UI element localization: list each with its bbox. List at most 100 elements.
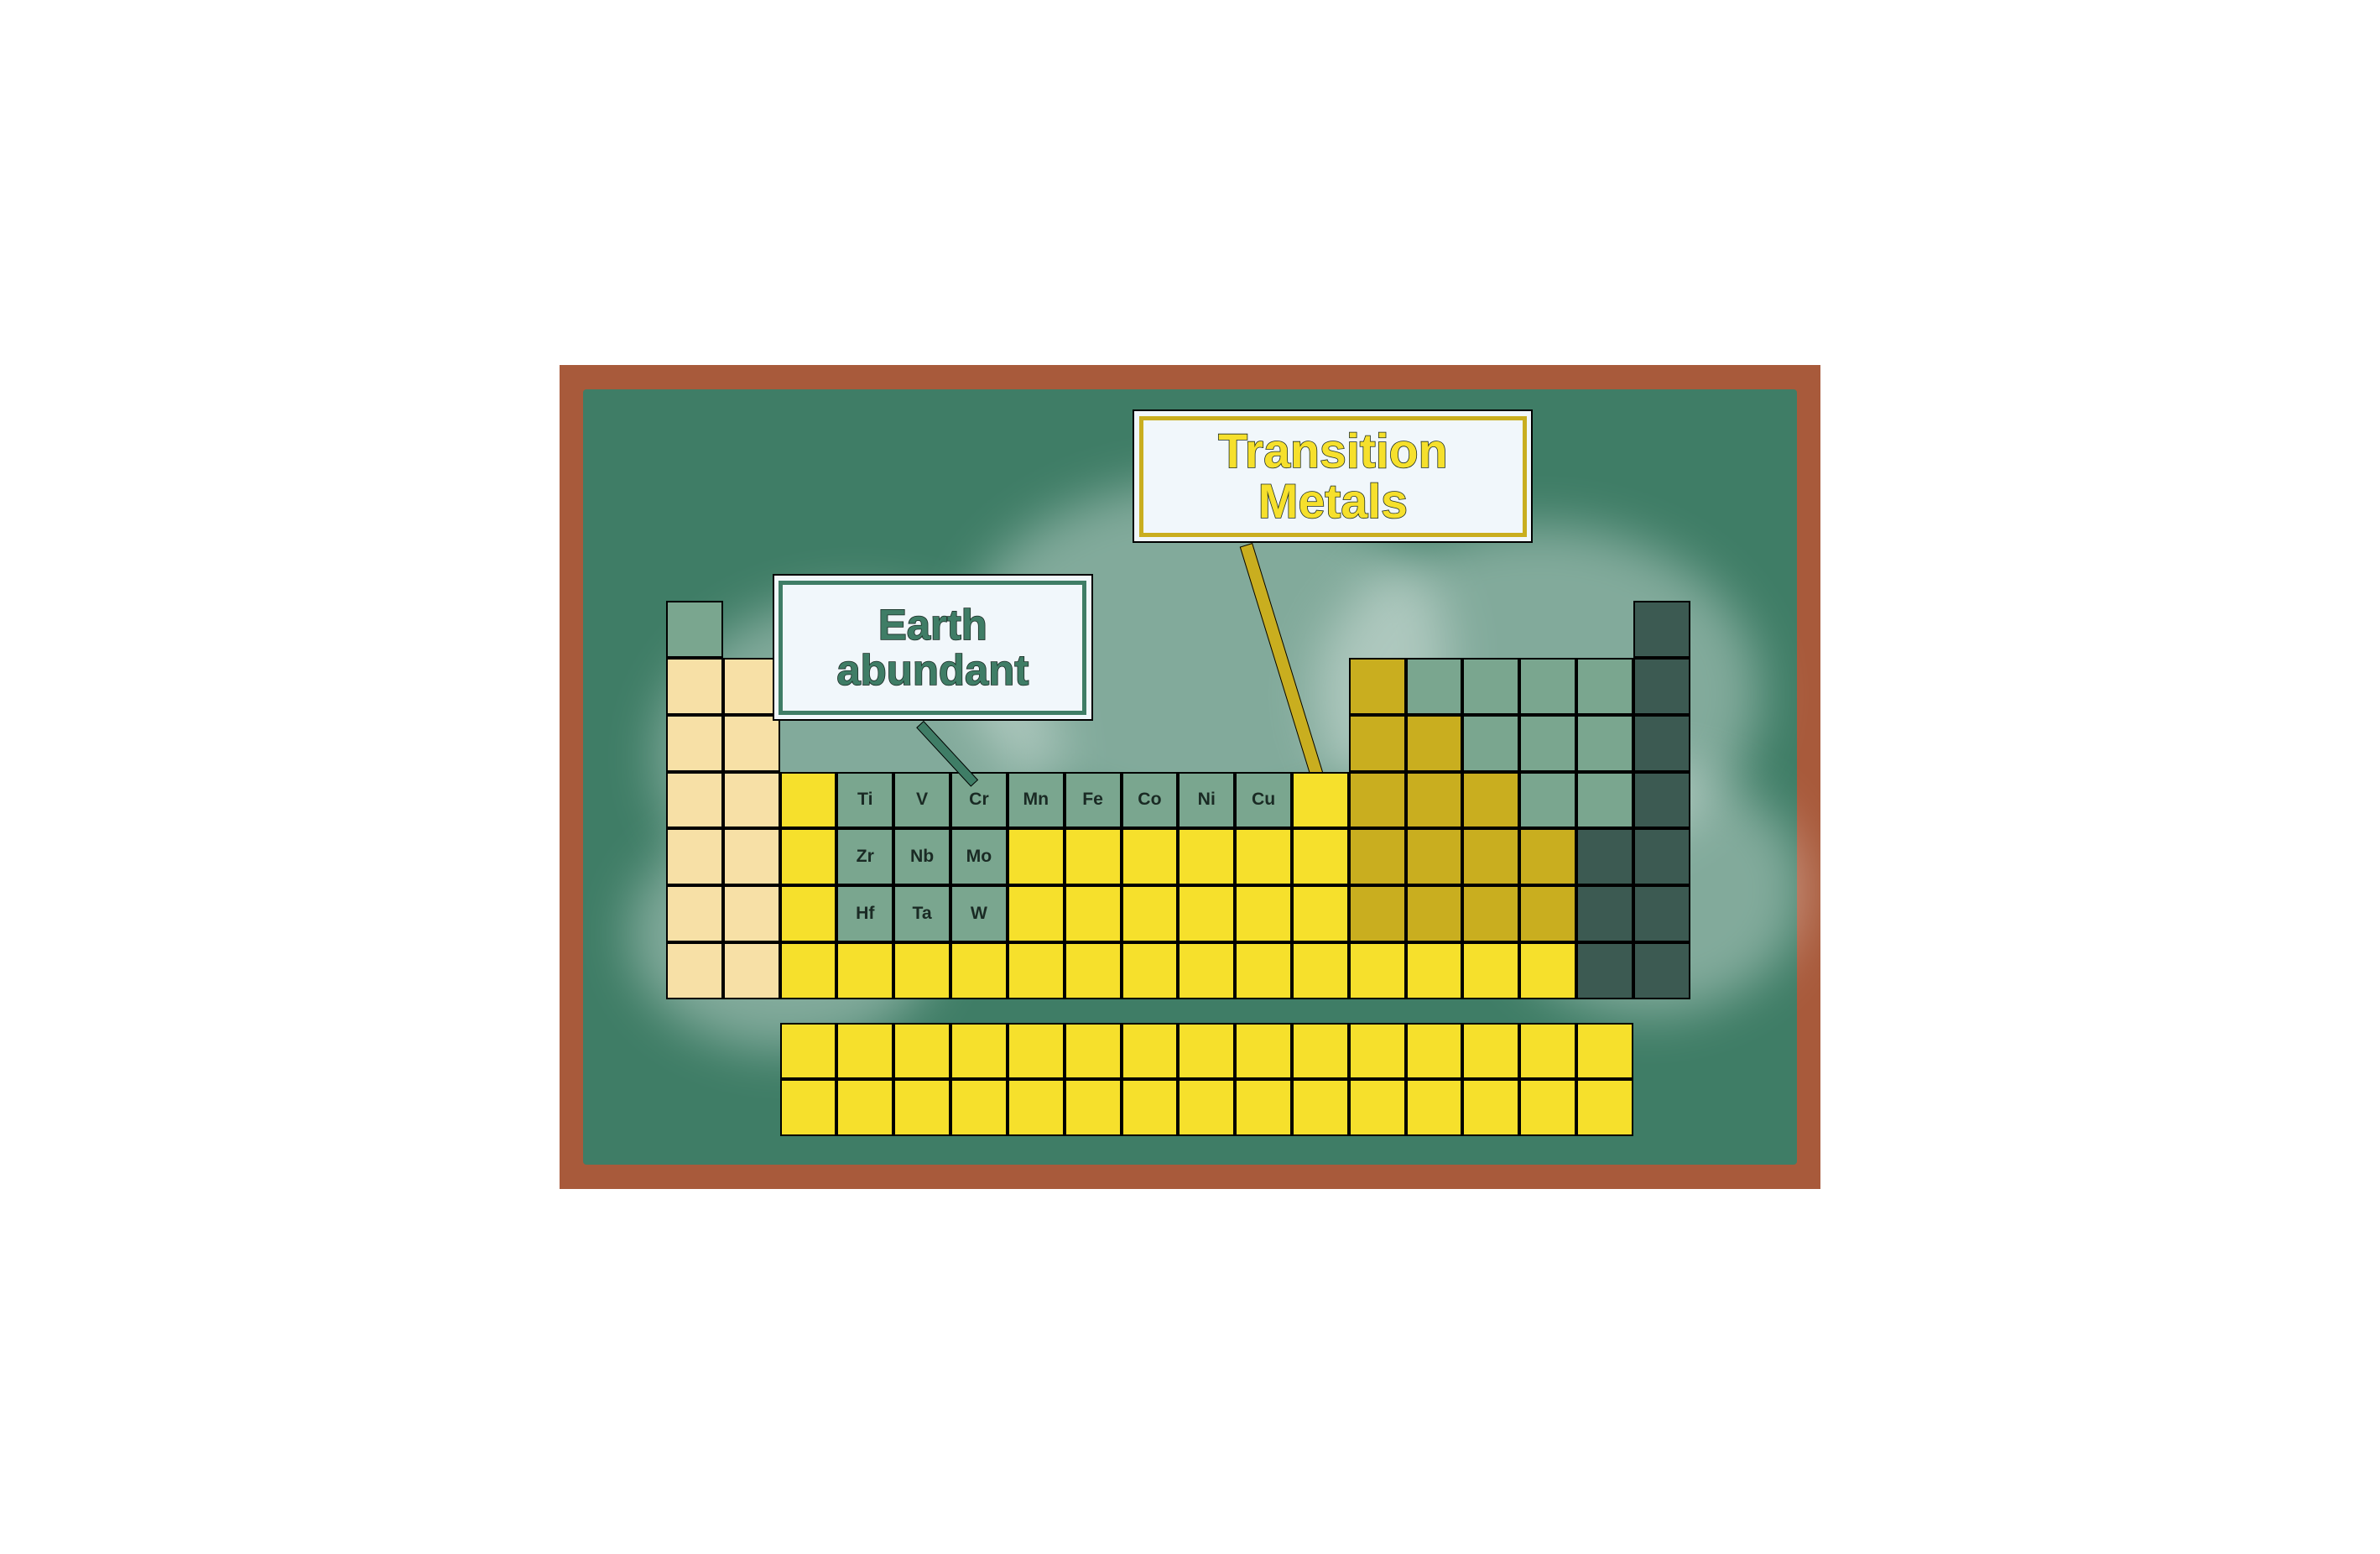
element-cell	[723, 828, 780, 885]
element-cell	[1633, 885, 1690, 942]
element-cell	[1178, 1079, 1235, 1136]
element-cell	[1406, 828, 1463, 885]
element-cell	[1519, 942, 1576, 999]
element-cell	[1349, 715, 1406, 772]
periodic-grid	[780, 1023, 1634, 1137]
element-cell	[893, 1023, 950, 1080]
element-cell	[1633, 601, 1690, 658]
element-cell	[1576, 942, 1633, 999]
callout-transition: TransitionMetals	[1133, 409, 1533, 543]
element-cell	[1122, 1079, 1179, 1136]
element-symbol: Cr	[969, 790, 989, 810]
element-cell	[1122, 942, 1179, 999]
element-cell	[1633, 658, 1690, 715]
element-cell	[1519, 715, 1576, 772]
element-cell	[1235, 1023, 1292, 1080]
element-cell	[666, 772, 723, 829]
element-cell	[1406, 658, 1463, 715]
element-cell	[780, 942, 837, 999]
element-cell	[1292, 1079, 1349, 1136]
element-cell	[950, 1079, 1008, 1136]
element-co: Co	[1122, 772, 1179, 829]
element-cell	[1008, 942, 1065, 999]
element-cell	[1462, 942, 1519, 999]
element-cell	[1349, 828, 1406, 885]
element-cell	[1349, 1079, 1406, 1136]
element-symbol: W	[971, 904, 987, 924]
element-cell	[1292, 828, 1349, 885]
element-cell	[1235, 942, 1292, 999]
element-cell	[1519, 885, 1576, 942]
element-cell	[666, 885, 723, 942]
element-cell	[1406, 772, 1463, 829]
element-cell	[1406, 942, 1463, 999]
element-cell	[1178, 1023, 1235, 1080]
element-cell	[666, 658, 723, 715]
element-symbol: Zr	[857, 847, 874, 867]
element-cell	[1292, 1023, 1349, 1080]
element-cell	[1576, 828, 1633, 885]
element-cell	[723, 885, 780, 942]
element-cell	[1178, 828, 1235, 885]
element-cell	[1292, 885, 1349, 942]
element-symbol: Nb	[910, 847, 934, 867]
element-cell	[1576, 715, 1633, 772]
element-cell	[1462, 1079, 1519, 1136]
element-cell	[836, 1079, 893, 1136]
element-cell	[893, 942, 950, 999]
element-hf: Hf	[836, 885, 893, 942]
callout-text-line: Transition	[1218, 426, 1447, 477]
element-symbol: Ta	[913, 904, 932, 924]
callout-earth: Earthabundant	[773, 574, 1093, 721]
element-cell	[1576, 658, 1633, 715]
element-cell	[780, 828, 837, 885]
element-cell	[1633, 942, 1690, 999]
element-cell	[780, 885, 837, 942]
element-cell	[666, 715, 723, 772]
element-cell	[950, 942, 1008, 999]
element-cell	[1519, 1023, 1576, 1080]
element-cell	[1008, 1023, 1065, 1080]
element-cell	[1576, 1023, 1633, 1080]
element-cell	[1349, 772, 1406, 829]
element-cell	[666, 942, 723, 999]
element-cell	[723, 772, 780, 829]
element-nb: Nb	[893, 828, 950, 885]
chalkboard: TiVCrMnFeCoNiCuZrNbMoHfTaWTransitionMeta…	[583, 389, 1796, 1165]
element-symbol: V	[916, 790, 928, 810]
element-cell	[1519, 772, 1576, 829]
element-cell	[950, 1023, 1008, 1080]
element-cell	[666, 601, 723, 658]
element-mo: Mo	[950, 828, 1008, 885]
callout-text-line: abundant	[836, 648, 1029, 692]
element-cell	[1519, 828, 1576, 885]
element-cell	[1065, 942, 1122, 999]
element-cell	[1462, 828, 1519, 885]
element-cell	[1065, 1079, 1122, 1136]
element-cell	[723, 942, 780, 999]
element-symbol: Mn	[1023, 790, 1049, 810]
element-w: W	[950, 885, 1008, 942]
element-symbol: Cu	[1252, 790, 1275, 810]
element-fe: Fe	[1065, 772, 1122, 829]
element-cell	[1008, 885, 1065, 942]
element-cell	[1235, 1079, 1292, 1136]
element-cell	[1462, 772, 1519, 829]
callout-text-line: Earth	[878, 602, 987, 647]
element-cell	[1519, 1079, 1576, 1136]
element-cell	[1462, 715, 1519, 772]
element-cell	[1633, 715, 1690, 772]
element-cell	[1349, 942, 1406, 999]
element-symbol: Ti	[857, 790, 872, 810]
chalkboard-frame: TiVCrMnFeCoNiCuZrNbMoHfTaWTransitionMeta…	[560, 365, 1821, 1189]
element-cell	[1065, 1023, 1122, 1080]
element-cell	[1122, 885, 1179, 942]
element-cell	[1462, 658, 1519, 715]
element-cell	[1292, 942, 1349, 999]
element-symbol: Mo	[966, 847, 992, 867]
element-cell	[780, 1079, 837, 1136]
element-zr: Zr	[836, 828, 893, 885]
element-cell	[836, 942, 893, 999]
element-cell	[666, 828, 723, 885]
element-cell	[1349, 885, 1406, 942]
